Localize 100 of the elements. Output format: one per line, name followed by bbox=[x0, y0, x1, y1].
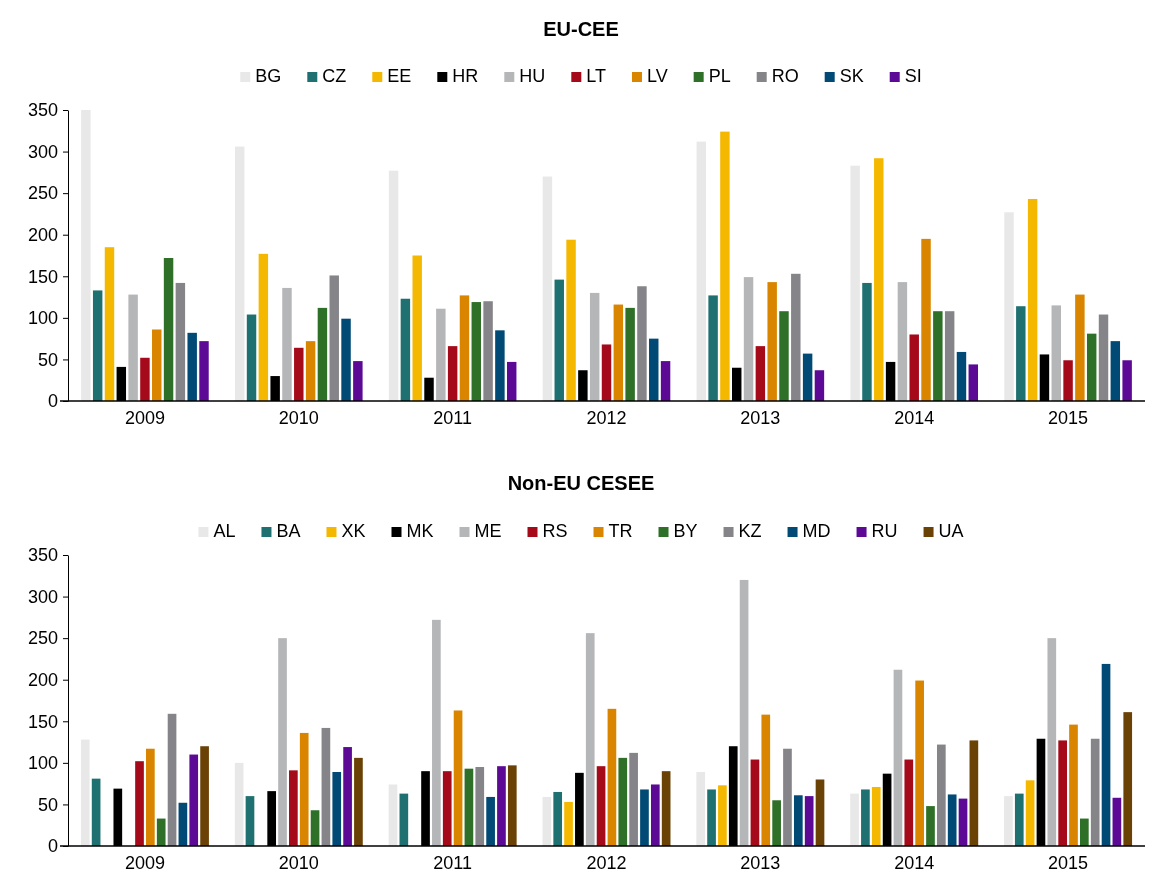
bar bbox=[956, 351, 967, 401]
x-tick-label: 2009 bbox=[124, 852, 165, 873]
bar bbox=[156, 818, 166, 846]
y-tick-label: 50 bbox=[37, 349, 58, 370]
bar bbox=[412, 255, 422, 401]
legend-label: AL bbox=[213, 521, 236, 541]
bar bbox=[804, 796, 814, 846]
y-tick-label: 200 bbox=[27, 224, 58, 245]
bar bbox=[861, 789, 870, 846]
legend-label: BG bbox=[255, 66, 282, 86]
bar bbox=[649, 338, 659, 401]
bar bbox=[921, 238, 931, 401]
bar bbox=[92, 290, 103, 401]
bar bbox=[958, 798, 968, 846]
bar bbox=[353, 361, 363, 401]
bar bbox=[305, 341, 316, 401]
bar bbox=[915, 680, 924, 846]
bar bbox=[1075, 294, 1085, 401]
bar bbox=[497, 766, 506, 846]
x-tick-label: 2013 bbox=[740, 852, 781, 873]
bar bbox=[793, 795, 803, 846]
bar bbox=[783, 748, 792, 846]
bar bbox=[128, 294, 138, 401]
bar bbox=[814, 370, 825, 401]
bar bbox=[317, 307, 328, 401]
legend-label: SK bbox=[839, 66, 864, 86]
bar bbox=[1086, 333, 1097, 401]
bar bbox=[650, 784, 660, 846]
bar bbox=[234, 762, 244, 846]
bar bbox=[453, 710, 463, 846]
bar bbox=[755, 346, 766, 401]
bar bbox=[1112, 797, 1122, 846]
bar bbox=[299, 732, 309, 846]
y-tick-label: 350 bbox=[27, 100, 58, 121]
bar bbox=[189, 754, 199, 846]
legend-label: EE bbox=[387, 66, 412, 86]
bar bbox=[772, 800, 781, 846]
bar bbox=[718, 785, 727, 846]
bar bbox=[944, 311, 955, 401]
bar bbox=[1063, 360, 1073, 401]
bar bbox=[1004, 212, 1014, 401]
legend-label: PL bbox=[708, 66, 731, 86]
bar bbox=[245, 796, 255, 846]
bar bbox=[332, 772, 342, 846]
bar bbox=[874, 158, 884, 401]
bar bbox=[1080, 818, 1089, 846]
legend-label: LV bbox=[646, 66, 668, 86]
bar bbox=[167, 713, 177, 846]
bar bbox=[554, 279, 564, 401]
legend-label: RS bbox=[542, 521, 568, 541]
bar bbox=[175, 282, 186, 401]
bar bbox=[495, 330, 505, 401]
bar bbox=[1123, 712, 1133, 846]
x-tick-label: 2010 bbox=[278, 852, 319, 873]
bar bbox=[542, 796, 552, 846]
x-tick-label: 2013 bbox=[740, 407, 781, 428]
y-tick-label: 150 bbox=[27, 711, 58, 732]
bar bbox=[542, 176, 553, 401]
x-tick-label: 2011 bbox=[433, 407, 472, 428]
x-tick-label: 2011 bbox=[433, 852, 472, 873]
bar bbox=[91, 778, 101, 846]
legend-label: HR bbox=[452, 66, 479, 86]
bar bbox=[779, 311, 789, 401]
bar bbox=[904, 759, 914, 846]
y-tick-label: 0 bbox=[47, 391, 58, 412]
x-tick-label: 2012 bbox=[586, 407, 627, 428]
y-tick-label: 100 bbox=[27, 753, 58, 774]
bar bbox=[585, 633, 595, 846]
bar bbox=[329, 275, 339, 401]
bar bbox=[618, 757, 628, 846]
bar bbox=[464, 768, 474, 846]
bar bbox=[613, 304, 624, 401]
y-tick-label: 200 bbox=[27, 669, 58, 690]
x-tick-label: 2009 bbox=[124, 407, 165, 428]
bar bbox=[234, 146, 245, 401]
bar bbox=[750, 759, 760, 846]
legend-label: MK bbox=[406, 521, 434, 541]
bar bbox=[815, 779, 825, 846]
bar bbox=[1101, 663, 1111, 846]
legend-label: BA bbox=[276, 521, 301, 541]
bar bbox=[341, 318, 351, 401]
legend-label: RO bbox=[771, 66, 799, 86]
bar bbox=[471, 302, 481, 401]
bar bbox=[1047, 638, 1057, 846]
bar bbox=[1014, 793, 1024, 846]
y-tick-label: 100 bbox=[27, 308, 58, 329]
bar bbox=[629, 752, 638, 846]
bar bbox=[696, 141, 707, 401]
bar bbox=[566, 239, 576, 401]
bar bbox=[80, 739, 90, 846]
bar bbox=[1069, 724, 1078, 846]
bar bbox=[399, 793, 409, 846]
x-tick-label: 2015 bbox=[1048, 852, 1089, 873]
bar bbox=[607, 708, 617, 846]
bar bbox=[708, 295, 718, 401]
bar bbox=[739, 579, 749, 846]
bar bbox=[200, 746, 209, 846]
bar bbox=[968, 364, 979, 401]
legend-label: HU bbox=[519, 66, 546, 86]
bar bbox=[475, 767, 485, 846]
